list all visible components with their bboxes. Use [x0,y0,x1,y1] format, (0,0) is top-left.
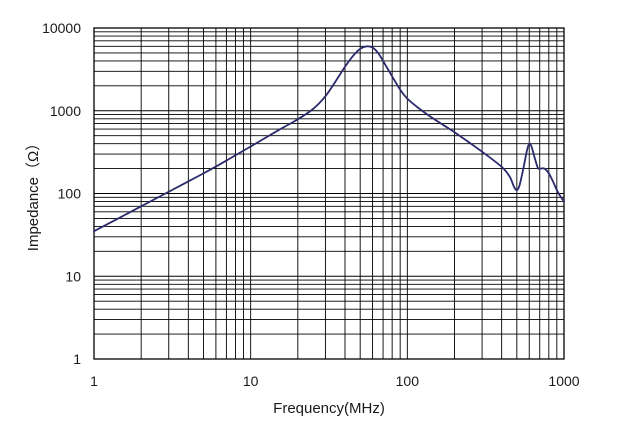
x-axis-label: Frequency(MHz) [273,400,385,417]
y-tick-labels: 1 10 100 1000 10000 [42,20,81,367]
x-tick-label: 100 [396,373,420,389]
x-tick-labels: 1 10 100 1000 [90,373,580,389]
y-tick-label: 1000 [50,103,81,119]
y-tick-label: 10 [65,268,81,284]
y-tick-label: 100 [58,186,82,202]
impedance-curve [93,45,565,233]
x-tick-label: 1 [90,373,98,389]
plot-frame [93,27,565,360]
y-tick-label: 1 [73,351,81,367]
x-tick-label: 1000 [548,373,579,389]
y-axis-label: Impedance（Ω） [25,136,42,251]
x-tick-label: 10 [243,373,259,389]
y-tick-label: 10000 [42,20,81,36]
